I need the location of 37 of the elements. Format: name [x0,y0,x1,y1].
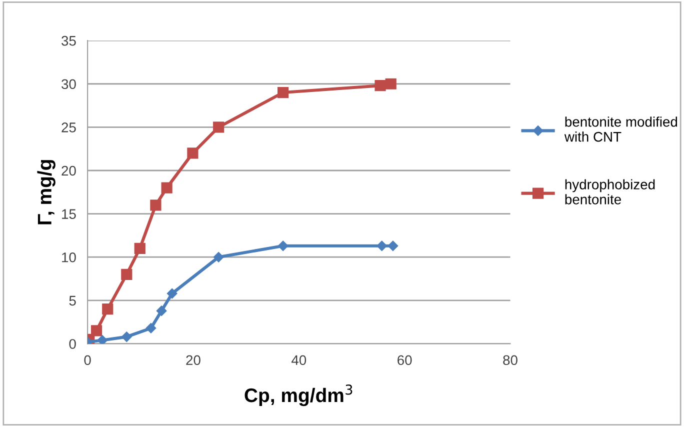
point [90,325,102,336]
point [388,240,398,251]
point [156,306,167,316]
y-tick-label: 10 [62,252,76,262]
point [150,200,162,211]
y-tick-label: 0 [69,339,76,349]
legend-label: bentonite modified with CNT [564,116,678,142]
y-tick-label: 20 [62,166,76,176]
y-tick-label: 15 [62,209,76,219]
point [374,80,386,92]
x-tick-label: 40 [292,355,306,366]
point [187,148,198,159]
point [97,335,108,344]
x-axis-title: Cp, mg/dm$^{3}$ [244,384,352,406]
x-tick-label: 60 [398,355,412,366]
point [166,288,178,299]
point [134,242,146,254]
point [121,268,132,280]
point [278,240,288,251]
y-axis-title: Γ, mg/g [37,160,56,224]
point [376,240,387,251]
x-tick-label: 20 [186,355,200,366]
point [213,122,224,133]
y-tick-label: 35 [62,36,76,46]
x-tick-label: 80 [503,355,518,366]
point [213,252,224,262]
y-tick-label: 25 [62,122,76,132]
point [278,86,289,98]
point [146,323,156,334]
point [161,182,172,194]
y-tick-label: 30 [62,79,76,90]
point [122,332,132,342]
point [102,304,114,315]
point [385,78,396,90]
x-tick-label: 0 [84,355,91,366]
y-tick-label: 5 [69,296,76,306]
legend-label: hydrophobized bentonite [565,179,655,204]
